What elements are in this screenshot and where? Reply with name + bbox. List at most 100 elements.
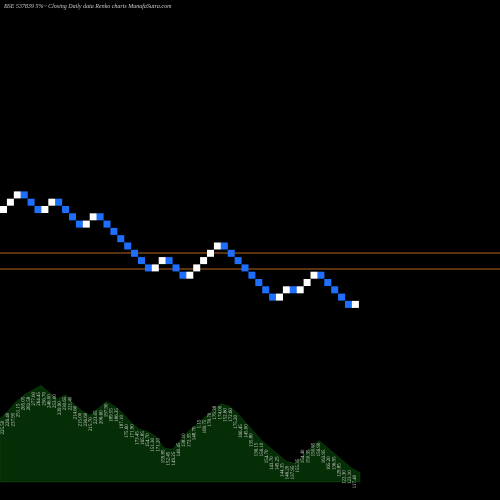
renko-brick-down	[220, 242, 228, 250]
volume-label: 146.20	[286, 465, 291, 479]
renko-brick-down	[227, 249, 235, 257]
volume-label: 151.30	[151, 438, 156, 452]
volume-label: 277.00	[32, 392, 37, 406]
renko-brick-up	[310, 271, 318, 279]
volume-label: 140.45	[177, 442, 182, 456]
renko-brick-down	[331, 286, 339, 294]
renko-brick-down	[248, 271, 256, 279]
volume-label: 159.85	[162, 449, 167, 463]
volume-label: 282.58	[27, 396, 32, 410]
volume-label: 206.60	[99, 410, 104, 424]
renko-brick-down	[255, 279, 263, 286]
renko-brick-up	[41, 206, 49, 213]
volume-label: 175.60	[125, 424, 130, 438]
renko-brick-down	[75, 220, 83, 228]
renko-brick-down	[269, 293, 277, 301]
volume-label: 150.65	[312, 442, 317, 456]
volume-label: 155.35	[296, 458, 301, 472]
reference-lines	[0, 252, 500, 270]
volume-label: 239.90	[58, 401, 63, 415]
volume-label: 230.65	[63, 396, 68, 410]
renko-brick-down	[62, 206, 70, 213]
renko-brick-up	[213, 242, 221, 250]
volume-label: 256.70	[42, 392, 47, 406]
volume-label: 171.20	[156, 438, 161, 452]
volume-label: 221.40	[68, 396, 73, 410]
volume-label: 122.30	[343, 470, 348, 484]
renko-brick-up	[207, 249, 214, 257]
volume-label: 189.55	[110, 408, 115, 422]
renko-brick-down	[241, 264, 249, 272]
renko-brick-down	[144, 264, 152, 272]
renko-brick-up	[48, 198, 56, 206]
volume-label: 225.50	[1, 420, 6, 434]
volume-label: 174.00	[218, 405, 223, 419]
renko-brick-down	[27, 198, 35, 206]
volume-label: 144.35	[281, 463, 286, 477]
renko-brick-down	[20, 191, 28, 199]
volume-label: 179.38	[213, 405, 218, 419]
volume-label: 154.70	[146, 433, 151, 447]
volume-label: 149.25	[172, 451, 177, 465]
volume-label: 152.45	[167, 451, 172, 465]
volume-label: 166.45	[239, 424, 244, 438]
renko-brick-down	[165, 257, 173, 265]
renko-brick-down	[234, 257, 242, 265]
volume-label: 137.95	[291, 465, 296, 479]
renko-brick-down	[179, 271, 187, 279]
volume-label: 214.60	[74, 405, 79, 419]
volume-label: 226.40	[6, 412, 11, 426]
volume-label: 123.10	[348, 470, 353, 484]
renko-brick-down	[138, 257, 145, 265]
volume-label: 251.15	[17, 403, 22, 417]
volume-area	[0, 385, 361, 483]
volume-label: 143.70	[270, 456, 275, 470]
renko-brick-down	[317, 271, 325, 279]
volume-label: 215.00	[79, 412, 84, 426]
volume-label: 165.20	[327, 456, 332, 470]
renko-brick-down	[131, 249, 139, 257]
renko-brick-down	[110, 227, 118, 235]
volume-label: 117.40	[353, 474, 358, 488]
volume-label: 136.95	[332, 456, 337, 470]
volume-label: 129.85	[338, 463, 343, 477]
chart-title: BSE 537839 5%~ Closing Daily data Renko …	[4, 3, 172, 10]
renko-brick-up	[0, 206, 7, 213]
volume-label: 265.05	[22, 396, 27, 410]
volume-label: 236.60	[84, 412, 89, 426]
volume-label: 150.35	[306, 449, 311, 463]
volume-label: 136.15	[255, 442, 260, 456]
volume-label: 187.10	[120, 415, 125, 429]
volume-label: 145.25	[275, 456, 280, 470]
renko-brick-down	[103, 220, 111, 228]
volume-label: 145.00	[244, 424, 249, 438]
renko-brick-up	[186, 271, 194, 279]
renko-brick-up	[282, 286, 290, 294]
volume-label: 197.90	[105, 403, 110, 417]
renko-brick-down	[324, 279, 332, 286]
renko-brick-up	[158, 257, 166, 265]
renko-brick-down	[262, 286, 270, 294]
renko-brick-up	[351, 300, 359, 308]
volume-label: 223.05	[94, 410, 99, 424]
volume-label: 215.70	[89, 417, 94, 431]
renko-brick-up	[303, 279, 311, 286]
volume-label: 135.80	[250, 433, 255, 447]
renko-brick-up	[89, 213, 97, 221]
renko-bricks	[0, 191, 359, 308]
renko-brick-down	[172, 264, 180, 272]
renko-brick-up	[200, 257, 208, 265]
renko-brick-up	[276, 293, 283, 301]
renko-brick-up	[13, 191, 21, 199]
volume-label: 154.40	[301, 449, 306, 463]
renko-brick-down	[124, 242, 132, 250]
volume-label: 154.70	[265, 449, 270, 463]
renko-brick-up	[82, 220, 90, 228]
volume-label: 237.95	[11, 412, 16, 426]
volume-label: 138.10	[182, 433, 187, 447]
volume-label: 172.35	[187, 433, 192, 447]
volume-label: 165.85	[141, 431, 146, 445]
volume-label: 253.00	[53, 394, 58, 408]
